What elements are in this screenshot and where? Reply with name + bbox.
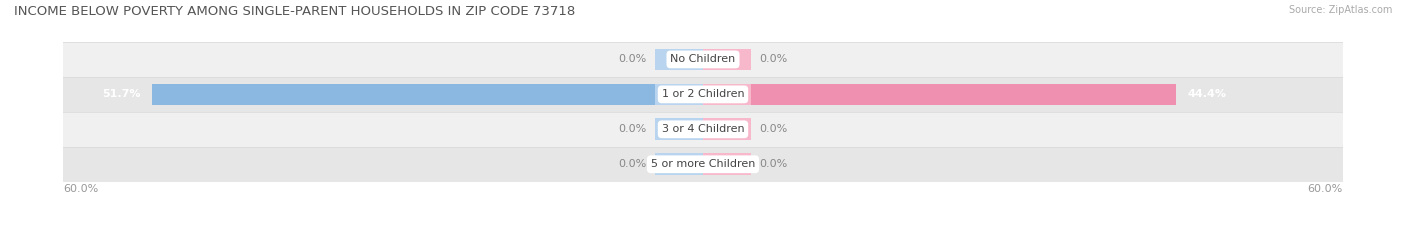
Text: 60.0%: 60.0% bbox=[63, 184, 98, 194]
Bar bbox=[655, 83, 703, 105]
Text: 0.0%: 0.0% bbox=[759, 55, 787, 64]
Text: 0.0%: 0.0% bbox=[759, 159, 787, 169]
Bar bbox=[152, 83, 703, 105]
Bar bbox=[655, 118, 703, 140]
Bar bbox=[703, 83, 1177, 105]
Bar bbox=[703, 49, 751, 70]
Text: 0.0%: 0.0% bbox=[619, 124, 647, 134]
Text: 0.0%: 0.0% bbox=[759, 124, 787, 134]
Text: 1 or 2 Children: 1 or 2 Children bbox=[662, 89, 744, 99]
Text: 0.0%: 0.0% bbox=[619, 55, 647, 64]
Text: 60.0%: 60.0% bbox=[1308, 184, 1343, 194]
Text: INCOME BELOW POVERTY AMONG SINGLE-PARENT HOUSEHOLDS IN ZIP CODE 73718: INCOME BELOW POVERTY AMONG SINGLE-PARENT… bbox=[14, 5, 575, 18]
Text: Source: ZipAtlas.com: Source: ZipAtlas.com bbox=[1288, 5, 1392, 15]
Bar bbox=[655, 49, 703, 70]
Text: 51.7%: 51.7% bbox=[103, 89, 141, 99]
Bar bbox=[703, 153, 751, 175]
Bar bbox=[63, 77, 1343, 112]
Text: 0.0%: 0.0% bbox=[619, 159, 647, 169]
Bar bbox=[63, 147, 1343, 182]
Bar bbox=[63, 42, 1343, 77]
Text: 44.4%: 44.4% bbox=[1187, 89, 1226, 99]
Bar bbox=[703, 118, 751, 140]
Bar bbox=[655, 153, 703, 175]
Text: No Children: No Children bbox=[671, 55, 735, 64]
Text: 5 or more Children: 5 or more Children bbox=[651, 159, 755, 169]
Text: 3 or 4 Children: 3 or 4 Children bbox=[662, 124, 744, 134]
Bar bbox=[63, 112, 1343, 147]
Bar bbox=[703, 83, 751, 105]
